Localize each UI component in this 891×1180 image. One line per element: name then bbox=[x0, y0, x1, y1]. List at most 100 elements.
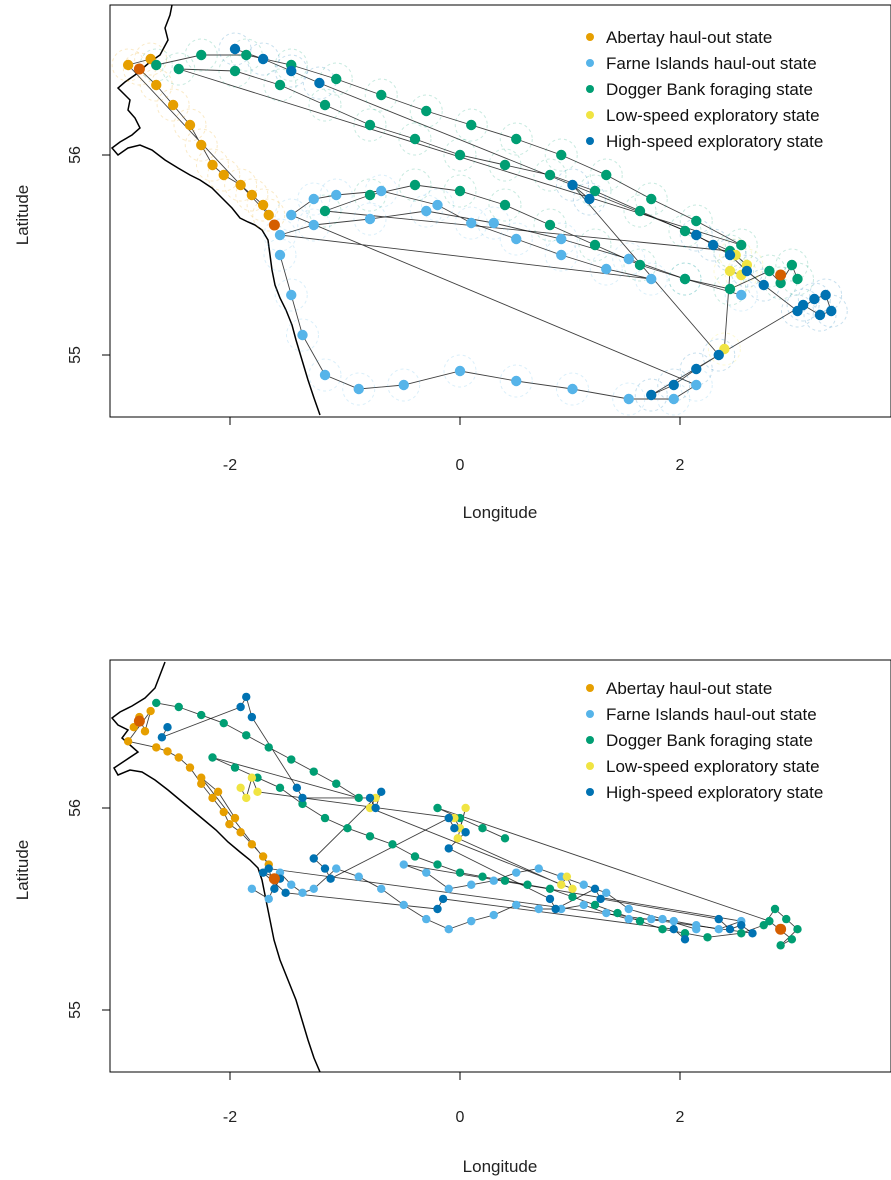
top-y-tick-label: 56 bbox=[67, 146, 84, 164]
uncertainty-ring-dogger bbox=[623, 194, 657, 228]
haulout-site-marker bbox=[775, 269, 787, 281]
point-highspeed bbox=[691, 229, 702, 241]
point-highspeed bbox=[163, 723, 172, 732]
point-dogger bbox=[724, 283, 736, 295]
uncertainty-ring-lowspeed bbox=[730, 248, 764, 282]
point-dogger bbox=[230, 763, 240, 772]
uncertainty-ring-dogger bbox=[775, 248, 809, 282]
point-farne bbox=[264, 894, 273, 904]
point-abertay bbox=[197, 773, 206, 782]
legend-marker bbox=[586, 33, 594, 41]
point-highspeed bbox=[320, 864, 330, 873]
point-lowspeed bbox=[236, 783, 245, 792]
point-farne bbox=[399, 900, 408, 910]
point-dogger bbox=[421, 105, 432, 117]
point-dogger bbox=[634, 205, 646, 217]
point-highspeed bbox=[450, 824, 459, 833]
point-abertay bbox=[219, 807, 228, 817]
point-dogger bbox=[499, 159, 511, 171]
point-highspeed bbox=[713, 349, 724, 361]
point-abertay bbox=[247, 840, 257, 849]
top-y-axis: 55 56 Latitude bbox=[13, 146, 111, 364]
top-haulout-sites bbox=[133, 63, 787, 281]
point-dogger bbox=[320, 813, 330, 823]
point-farne bbox=[444, 925, 453, 934]
point-highspeed bbox=[157, 733, 167, 742]
haulout-site-marker bbox=[268, 873, 280, 885]
point-abertay bbox=[122, 59, 134, 71]
point-farne bbox=[668, 393, 679, 405]
point-highspeed bbox=[438, 894, 448, 904]
point-highspeed bbox=[292, 783, 302, 792]
point-lowspeed bbox=[247, 773, 257, 782]
uncertainty-ring-farne bbox=[387, 368, 421, 402]
point-dogger bbox=[635, 916, 645, 926]
uncertainty-ring-abertay bbox=[252, 198, 286, 232]
point-farne bbox=[287, 880, 296, 889]
point-abertay bbox=[230, 813, 240, 823]
point-farne bbox=[512, 900, 521, 910]
point-farne bbox=[444, 884, 453, 893]
point-dogger bbox=[151, 59, 162, 71]
point-dogger bbox=[229, 65, 241, 77]
point-farne bbox=[579, 900, 588, 910]
bottom-x-tick-label: -2 bbox=[223, 1109, 237, 1126]
uncertainty-ring-dogger bbox=[578, 174, 612, 208]
point-highspeed bbox=[270, 884, 279, 893]
point-farne bbox=[647, 914, 656, 924]
uncertainty-ring-farne bbox=[308, 358, 342, 392]
legend-label: Low-speed exploratory state bbox=[606, 757, 820, 776]
point-dogger bbox=[793, 925, 802, 934]
point-dogger bbox=[388, 840, 397, 849]
point-highspeed bbox=[229, 43, 241, 55]
point-highspeed bbox=[298, 793, 307, 803]
uncertainty-ring-highspeed bbox=[803, 298, 837, 332]
point-highspeed bbox=[461, 828, 470, 837]
point-farne bbox=[466, 217, 477, 229]
point-highspeed bbox=[567, 179, 578, 191]
point-dogger bbox=[274, 79, 286, 91]
point-farne bbox=[623, 253, 634, 265]
legend-label: Low-speed exploratory state bbox=[606, 106, 820, 125]
point-highspeed bbox=[820, 289, 831, 301]
legend-label: Abertay haul-out state bbox=[606, 679, 772, 698]
haulout-site-marker bbox=[133, 715, 145, 727]
uncertainty-ring-abertay bbox=[111, 48, 145, 82]
uncertainty-ring-farne bbox=[421, 188, 454, 222]
point-highspeed bbox=[242, 692, 251, 702]
legend-label: Dogger Bank foraging state bbox=[606, 731, 813, 750]
point-dogger bbox=[703, 933, 712, 942]
uncertainty-ring-dogger bbox=[668, 262, 702, 296]
point-dogger bbox=[174, 702, 183, 712]
point-highspeed bbox=[725, 925, 735, 934]
uncertainty-ring-dogger bbox=[488, 188, 522, 222]
point-highspeed bbox=[326, 874, 335, 883]
top-x-tick-label: 2 bbox=[676, 457, 685, 474]
legend-marker bbox=[586, 111, 594, 119]
point-lowspeed bbox=[557, 880, 566, 889]
point-abertay bbox=[174, 753, 183, 762]
point-dogger bbox=[454, 149, 466, 161]
point-dogger bbox=[433, 860, 442, 869]
point-dogger bbox=[242, 731, 251, 740]
point-dogger bbox=[736, 239, 747, 251]
point-dogger bbox=[298, 799, 307, 809]
point-farne bbox=[692, 925, 701, 934]
point-highspeed bbox=[236, 702, 245, 712]
point-dogger bbox=[500, 834, 510, 843]
point-dogger bbox=[589, 239, 601, 251]
point-farne bbox=[332, 864, 341, 873]
bottom-location-points bbox=[123, 692, 802, 950]
point-dogger bbox=[466, 119, 477, 131]
point-abertay bbox=[151, 79, 162, 91]
point-abertay bbox=[163, 747, 172, 756]
point-highspeed bbox=[584, 193, 595, 205]
point-dogger bbox=[775, 277, 786, 289]
point-dogger bbox=[787, 935, 797, 944]
point-abertay bbox=[218, 169, 229, 181]
point-abertay bbox=[140, 727, 150, 736]
point-dogger bbox=[319, 205, 331, 217]
uncertainty-ring-dogger bbox=[274, 48, 308, 82]
uncertainty-ring-dogger bbox=[533, 158, 567, 192]
point-farne bbox=[579, 880, 588, 889]
